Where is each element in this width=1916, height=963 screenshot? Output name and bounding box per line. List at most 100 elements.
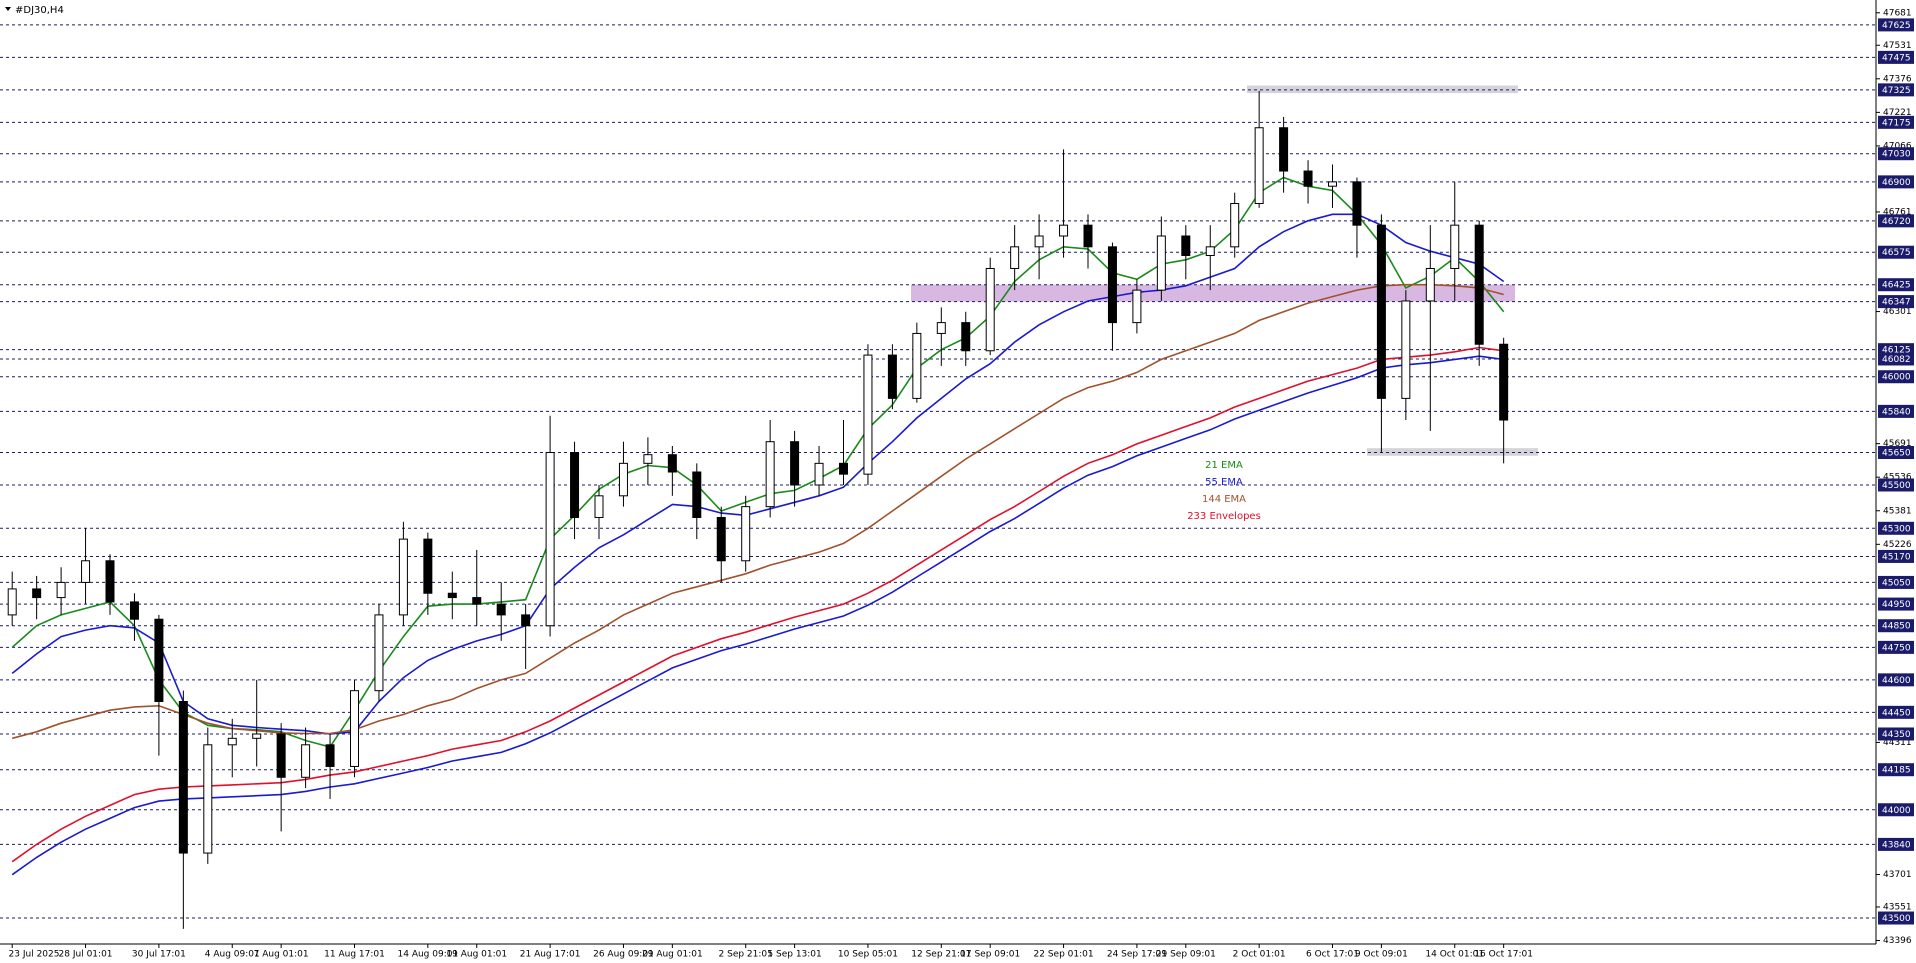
level-label: 45840: [1882, 407, 1911, 417]
level-box: [1878, 214, 1914, 228]
candle-body: [1254, 127, 1264, 205]
x-tick-label: 14 Aug 09:01: [398, 950, 459, 960]
candle-body: [1376, 224, 1386, 399]
level-label: 46720: [1882, 217, 1911, 227]
level-box: [1878, 763, 1914, 777]
level-box: [1878, 446, 1914, 460]
indicator-line: [11, 213, 1505, 735]
level-label: 45500: [1882, 481, 1911, 491]
candle-body: [252, 733, 262, 739]
candle-body: [81, 560, 91, 583]
candle-body: [765, 441, 775, 508]
level-box: [1878, 352, 1914, 366]
level-label: 45650: [1882, 449, 1911, 459]
candle-body: [814, 462, 824, 486]
candle-body: [129, 601, 139, 620]
candle-body: [1107, 246, 1117, 324]
level-label: 44350: [1882, 730, 1911, 740]
candle-body: [203, 744, 213, 854]
candle-body: [472, 597, 482, 605]
x-tick-label: 29 Aug 01:01: [642, 950, 703, 960]
zone: [1247, 85, 1518, 94]
level-label: 46082: [1882, 355, 1911, 365]
level-label: 46000: [1882, 373, 1911, 383]
candle-body: [1328, 181, 1337, 187]
x-tick-label: 17 Sep 09:01: [960, 950, 1020, 960]
candle-body: [912, 332, 922, 399]
level-box: [1878, 640, 1914, 654]
candle-body: [1181, 235, 1191, 256]
x-tick-label: 30 Jul 17:01: [132, 950, 186, 960]
y-tick-label: 47376: [1883, 74, 1912, 84]
x-tick-label: 19 Aug 01:01: [446, 950, 507, 960]
x-tick-label: 11 Aug 17:01: [324, 950, 385, 960]
level-box: [1878, 175, 1914, 189]
level-label: 44600: [1882, 676, 1911, 686]
x-tick-label: 22 Sep 01:01: [1034, 950, 1094, 960]
candle-body: [1230, 203, 1240, 248]
candle-body: [521, 614, 531, 627]
candle-body: [447, 592, 457, 599]
level-box: [1878, 370, 1914, 384]
candle-body: [667, 454, 677, 473]
level-label: 47625: [1882, 21, 1911, 31]
level-box: [1878, 619, 1914, 633]
candle-body: [32, 588, 42, 599]
candle-body: [350, 690, 359, 767]
level-label: 46125: [1882, 346, 1911, 356]
level-box: [1878, 147, 1914, 161]
level-label: 44850: [1882, 622, 1911, 632]
candle-body: [594, 495, 604, 518]
level-label: 47030: [1882, 150, 1911, 160]
level-box: [1878, 597, 1914, 611]
plot-layer: 21 EMA 55 EMA 144 EMA 233 Envelopes: [0, 24, 1876, 929]
candle-body: [1474, 224, 1484, 345]
level-box: [1878, 549, 1914, 563]
y-tick-label: 47066: [1883, 141, 1912, 151]
x-tick-label: 24 Sep 17:01: [1107, 950, 1167, 960]
y-tick-label: 43396: [1883, 936, 1912, 946]
candle-body: [1205, 246, 1215, 256]
y-tick-label: 47221: [1883, 108, 1912, 118]
level-label: 43500: [1882, 914, 1911, 924]
y-tick-label: 47531: [1883, 41, 1912, 51]
candle-body: [618, 462, 628, 497]
candle-body: [1450, 224, 1460, 269]
candle-body: [1083, 224, 1093, 248]
candle-body: [863, 354, 873, 475]
candle-body: [887, 354, 897, 399]
candle-body: [7, 588, 17, 616]
level-box: [1878, 803, 1914, 817]
level-box: [1878, 50, 1914, 64]
x-tick-label: 7 Aug 01:01: [254, 950, 309, 960]
candle-body: [105, 560, 115, 603]
y-tick-label: 44311: [1883, 738, 1912, 748]
zone: [1367, 448, 1538, 456]
y-tick-label: 46761: [1883, 207, 1912, 217]
indicator-label: 144 EMA: [1202, 494, 1246, 505]
y-tick-label: 45691: [1883, 439, 1912, 449]
indicator-line: [11, 346, 1504, 863]
x-tick-label: 9 Oct 09:01: [1355, 950, 1408, 960]
level-label: 45170: [1882, 552, 1911, 562]
level-box: [1878, 575, 1914, 589]
level-box: [1878, 245, 1914, 259]
candle-body: [1156, 235, 1166, 291]
menu-triangle[interactable]: [5, 7, 11, 11]
level-box: [1878, 837, 1914, 851]
level-box: [1878, 673, 1914, 687]
level-label: 44185: [1882, 766, 1911, 776]
candle-body: [1425, 267, 1435, 302]
level-box: [1878, 404, 1914, 418]
candle-body: [741, 506, 751, 562]
level-label: 46900: [1882, 178, 1911, 188]
level-box: [1878, 278, 1914, 292]
level-box: [1878, 295, 1914, 309]
level-box: [1878, 115, 1914, 129]
x-tick-label: 2 Oct 01:01: [1233, 950, 1286, 960]
y-tick-label: 43551: [1883, 902, 1912, 912]
candle-body: [570, 452, 580, 518]
level-box: [1878, 727, 1914, 741]
level-label: 45300: [1882, 524, 1911, 534]
y-tick-label: 47681: [1883, 8, 1912, 18]
